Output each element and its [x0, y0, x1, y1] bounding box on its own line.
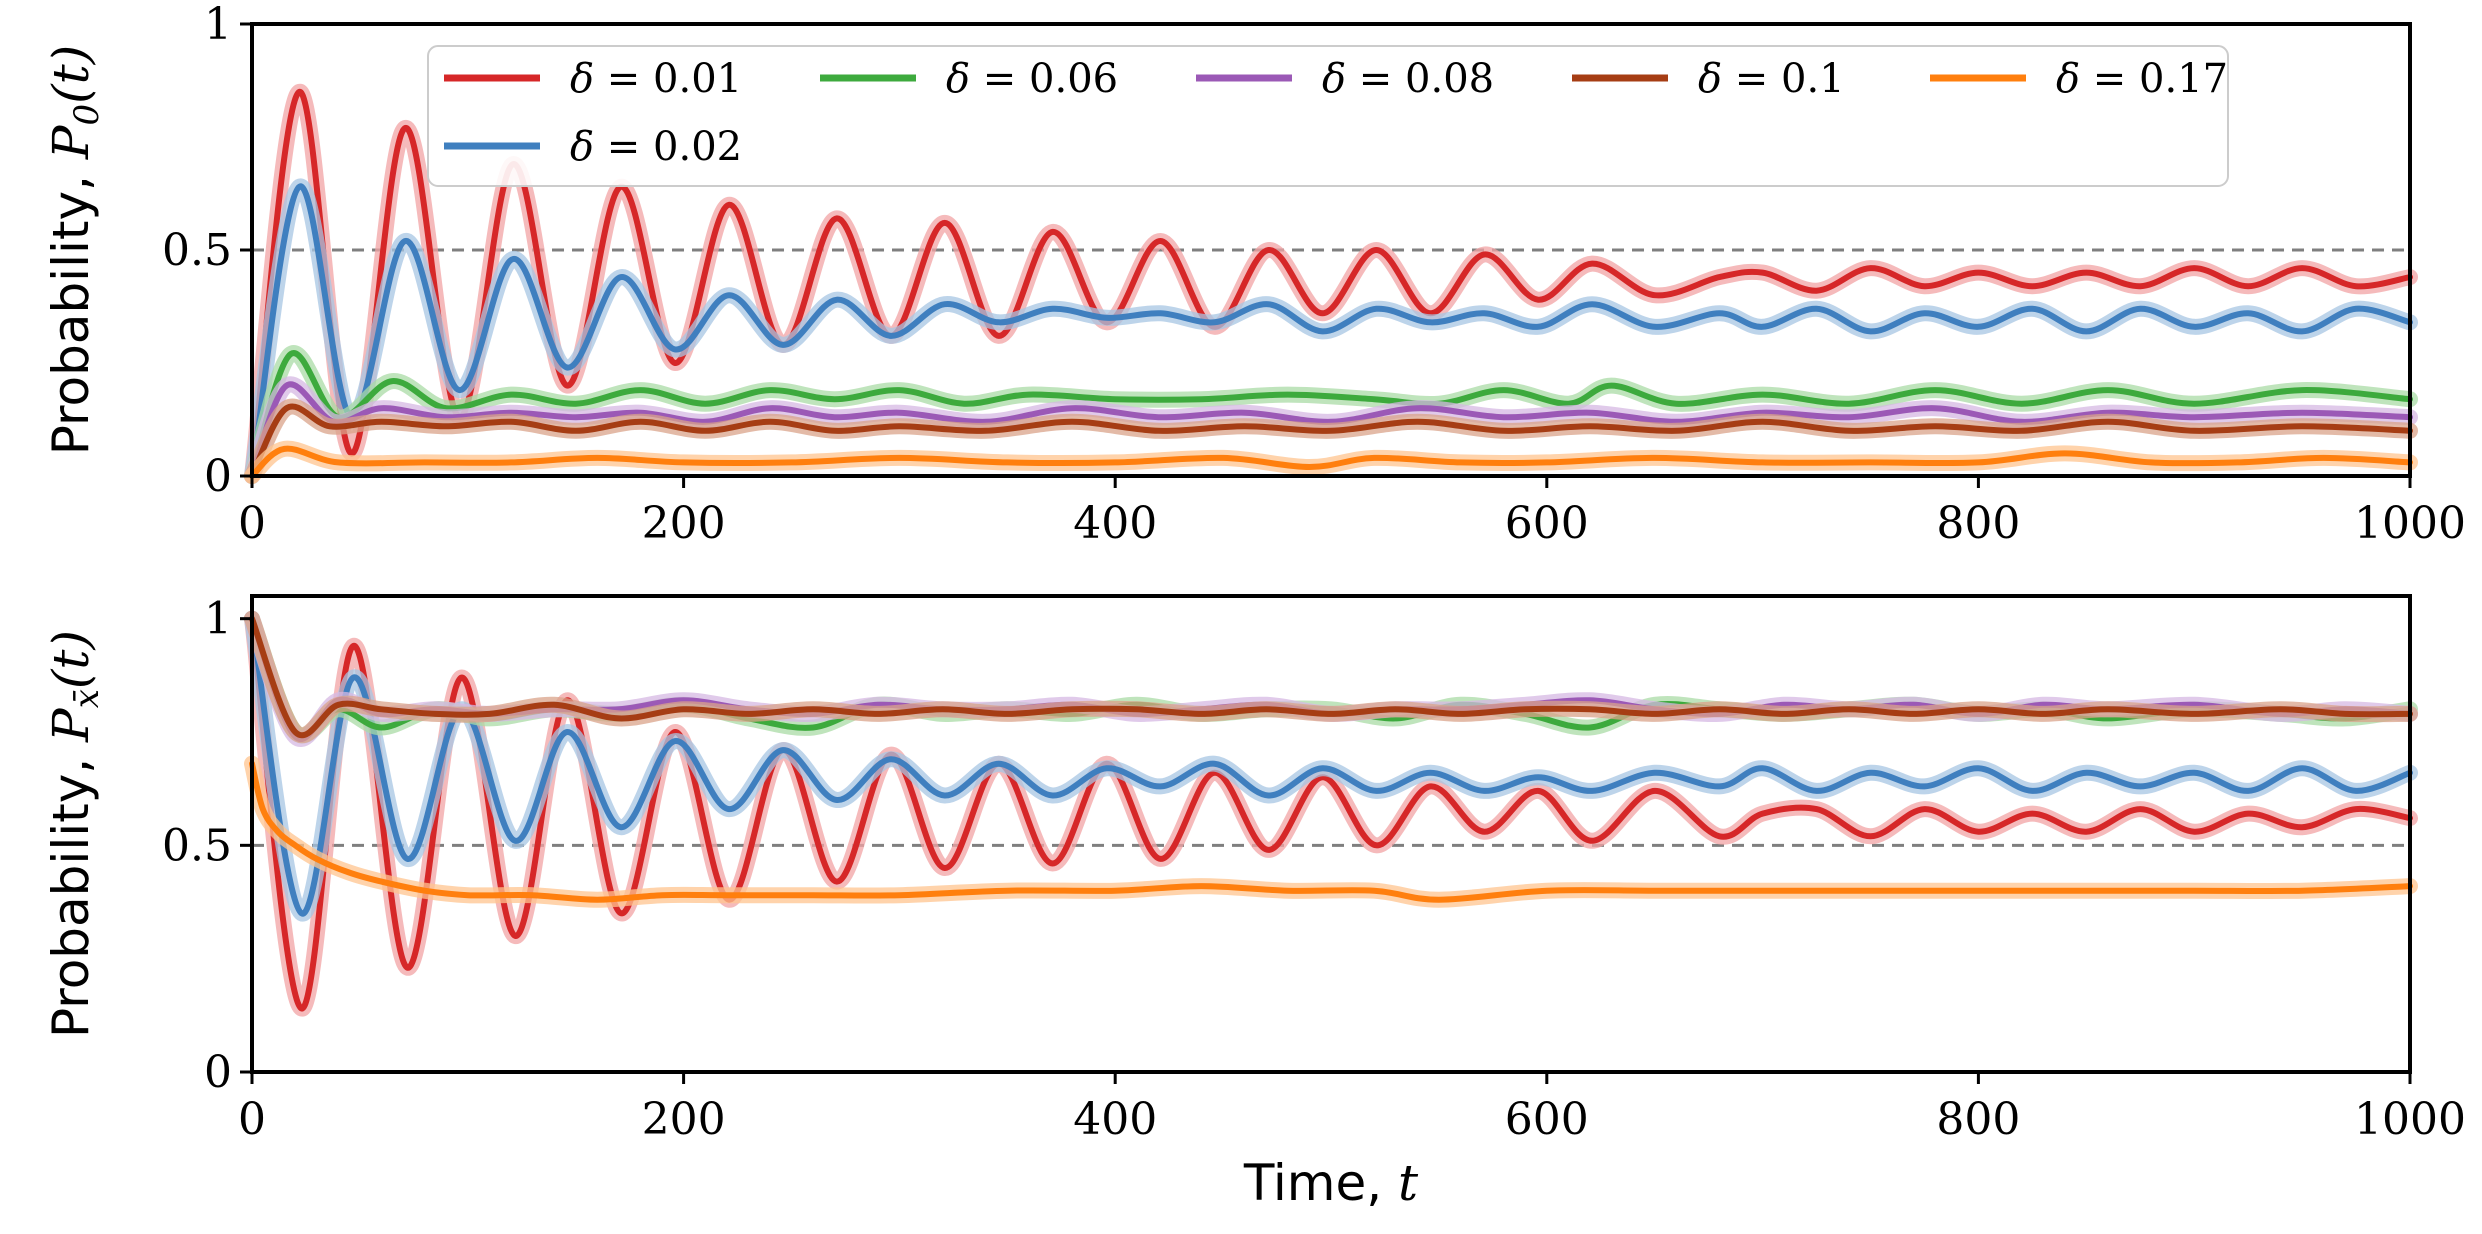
bottom-line-delta-017 — [249, 760, 2413, 903]
legend-label-delta-017: δ = 0.17 — [2056, 56, 2228, 102]
bottom-x-tick-label: 1000 — [2354, 1094, 2466, 1145]
legend-entry-delta-006: δ = 0.06 — [820, 56, 1118, 102]
top-x-tick-label: 0 — [238, 498, 266, 549]
top-panel: 0 200 400 600 800 1000 00.51 δ = 0.01 δ = 0.0… — [42, 0, 2466, 549]
bottom-x-tick-label: 600 — [1505, 1094, 1589, 1145]
top-x-ticks: 0 200 400 600 800 1000 — [238, 476, 2466, 549]
top-y-ticks: 00.51 — [162, 0, 252, 502]
legend-entry-delta-017: δ = 0.17 — [1930, 56, 2228, 102]
top-line-delta-017 — [249, 445, 2413, 479]
top-line-delta-001 — [249, 88, 2413, 479]
legend-entry-delta-001: δ = 0.01 — [444, 56, 742, 102]
legend-label-delta-006: δ = 0.06 — [946, 56, 1118, 102]
top-x-tick-label: 800 — [1936, 498, 2020, 549]
legend-entry-delta-002: δ = 0.02 — [444, 124, 742, 170]
bottom-line-delta-002 — [249, 615, 2413, 917]
legend: δ = 0.01 δ = 0.06 δ = 0.08 δ = 0.1 δ = 0… — [427, 45, 2229, 187]
top-y-tick-label: 0.5 — [162, 225, 232, 276]
legend-label-delta-002: δ = 0.02 — [570, 124, 742, 170]
top-y-axis-title: Probability, P0(t) — [42, 45, 107, 456]
bottom-series-layer — [244, 610, 2418, 1017]
legend-entry-delta-008: δ = 0.08 — [1196, 56, 1494, 102]
bottom-panel: 0 200 400 600 800 1000 00.51 Probability, Px̄… — [42, 594, 2466, 1212]
top-line-delta-002 — [249, 183, 2413, 479]
top-x-tick-label: 1000 — [2354, 498, 2466, 549]
bottom-y-axis-title: Probability, Px̄(t) — [42, 630, 107, 1038]
top-x-tick-label: 400 — [1073, 498, 1157, 549]
bottom-x-tick-label: 0 — [238, 1094, 266, 1145]
legend-label-delta-001: δ = 0.01 — [570, 56, 742, 102]
top-line-delta-01 — [249, 403, 2413, 479]
legend-label-delta-01: δ = 0.1 — [1698, 56, 1845, 102]
bottom-line-delta-01 — [249, 615, 2413, 738]
top-x-tick-label: 600 — [1505, 498, 1589, 549]
bottom-x-tick-label: 800 — [1936, 1094, 2020, 1145]
top-x-tick-label: 200 — [642, 498, 726, 549]
bottom-x-ticks: 0 200 400 600 800 1000 — [238, 1072, 2466, 1145]
bottom-axes-frame — [250, 594, 2412, 1074]
legend-entry-delta-01: δ = 0.1 — [1572, 56, 1845, 102]
bottom-x-tick-label: 400 — [1073, 1094, 1157, 1145]
x-axis-title: Time, t — [1243, 1154, 1419, 1212]
bottom-y-tick-label: 0 — [204, 1047, 232, 1098]
top-y-tick-label: 1 — [204, 0, 232, 50]
top-series-layer — [244, 83, 2418, 484]
top-line-delta-006 — [249, 350, 2413, 479]
bottom-x-tick-label: 200 — [642, 1094, 726, 1145]
top-line-delta-008 — [249, 381, 2413, 479]
top-axes-frame — [250, 22, 2412, 478]
bottom-y-ticks: 00.51 — [162, 594, 252, 1098]
top-y-tick-label: 0 — [204, 451, 232, 502]
bottom-y-tick-label: 0.5 — [162, 820, 232, 871]
legend-label-delta-008: δ = 0.08 — [1322, 56, 1494, 102]
bottom-y-tick-label: 1 — [204, 594, 232, 645]
